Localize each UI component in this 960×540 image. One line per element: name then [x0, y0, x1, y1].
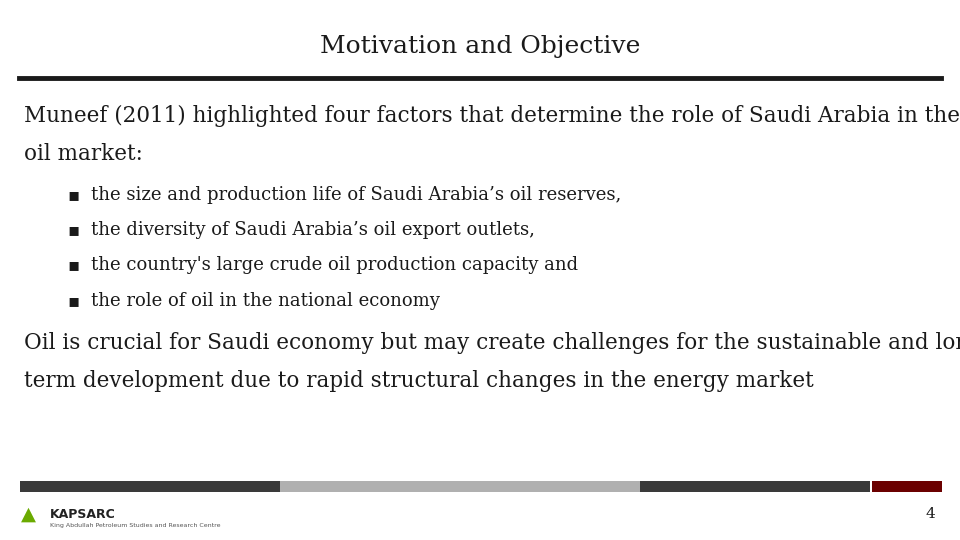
- Text: Motivation and Objective: Motivation and Objective: [320, 35, 640, 58]
- Text: the country's large crude oil production capacity and: the country's large crude oil production…: [91, 256, 578, 274]
- Bar: [872, 481, 942, 492]
- Bar: [640, 481, 871, 492]
- Text: ▪: ▪: [67, 292, 80, 309]
- Text: King Abdullah Petroleum Studies and Research Centre: King Abdullah Petroleum Studies and Rese…: [50, 523, 221, 529]
- Bar: [20, 481, 280, 492]
- Text: KAPSARC: KAPSARC: [50, 508, 115, 521]
- Text: ▲: ▲: [21, 504, 36, 524]
- Text: 4: 4: [925, 507, 935, 521]
- Text: Oil is crucial for Saudi economy but may create challenges for the sustainable a: Oil is crucial for Saudi economy but may…: [24, 332, 960, 354]
- Text: Muneef (2011) highlighted four factors that determine the role of Saudi Arabia i: Muneef (2011) highlighted four factors t…: [24, 105, 960, 127]
- Text: oil market:: oil market:: [24, 143, 143, 165]
- Text: term development due to rapid structural changes in the energy market: term development due to rapid structural…: [24, 370, 814, 392]
- Text: ▪: ▪: [67, 221, 80, 239]
- Text: the diversity of Saudi Arabia’s oil export outlets,: the diversity of Saudi Arabia’s oil expo…: [91, 221, 535, 239]
- Bar: [280, 481, 640, 492]
- Text: the size and production life of Saudi Arabia’s oil reserves,: the size and production life of Saudi Ar…: [91, 186, 621, 204]
- Text: ▪: ▪: [67, 186, 80, 204]
- Text: the role of oil in the national economy: the role of oil in the national economy: [91, 292, 440, 309]
- Text: ▪: ▪: [67, 256, 80, 274]
